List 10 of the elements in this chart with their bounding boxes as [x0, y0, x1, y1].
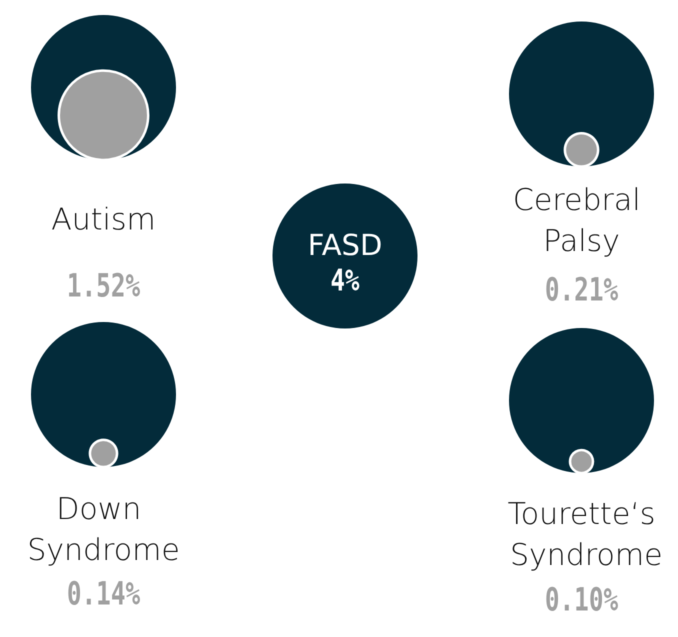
data-label: 0.21%	[544, 271, 618, 309]
data-label: 4%	[330, 264, 360, 298]
category-label: FASD	[308, 228, 382, 262]
data-label: 0.14%	[66, 575, 140, 613]
category-label: Autism	[51, 202, 156, 238]
category-label: Tourette‘s Syndrome	[500, 497, 663, 573]
category-label: Cerebral Palsy	[512, 183, 650, 259]
data-label: 0.10%	[544, 581, 618, 619]
data-label: 1.52%	[66, 267, 140, 305]
category-label: Down Syndrome	[27, 492, 180, 568]
